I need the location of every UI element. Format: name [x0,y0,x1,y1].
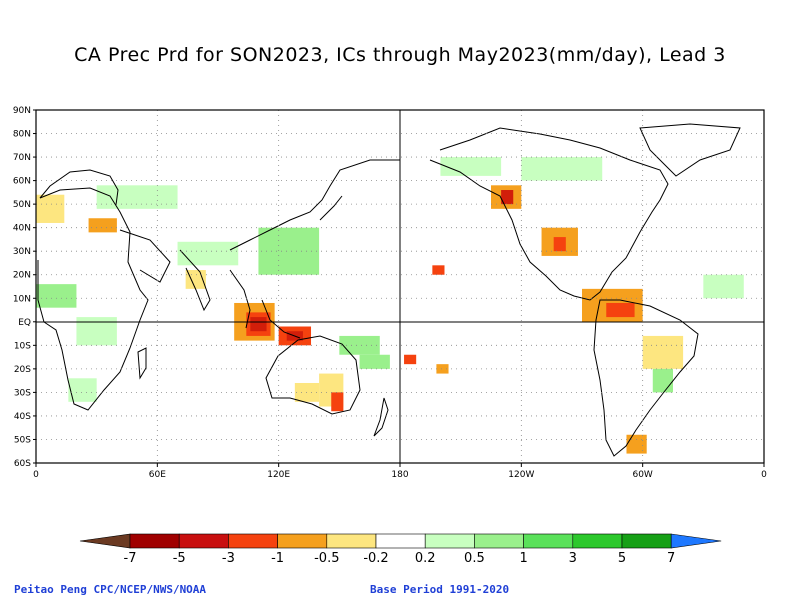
lat-tick-label: 20S [14,365,31,375]
lat-tick-label: 30S [14,388,31,398]
colorbar-label: 0.5 [464,551,485,566]
lat-tick-label: 50N [13,200,31,210]
lat-tick-label: 50S [14,435,31,445]
colorbar-label: 0.2 [415,551,436,566]
anomaly-patch [36,284,77,308]
latitude-labels: 90N 80N 70N 60N 50N 40N 30N 20N 10N EQ 10S 20S 30S 40… [13,106,36,469]
lat-tick-label: 10N [13,294,31,304]
colorbar-label: 7 [667,551,675,566]
colorbar: -7 -5 -3 -1 -0.5 -0.2 0.2 0.5 1 3 5 7 [79,533,722,566]
anomaly-patch [177,241,239,266]
lat-tick-label: 20N [13,271,31,281]
lon-tick-label: 0 [761,470,767,480]
colorbar-segment [621,533,672,549]
colorbar-label: 1 [519,551,527,566]
colorbar-left-arrow [79,533,131,549]
anomaly-patch [88,218,117,233]
colorbar-segment [228,533,278,549]
anomaly-patch [521,157,603,181]
lon-tick-label: 120W [508,470,534,480]
lat-tick-label: 60N [13,177,31,187]
colorbar-label: -3 [222,551,235,566]
anomaly-patch [339,335,380,355]
anomaly-patch [703,274,744,299]
colorbar-label: 3 [569,551,577,566]
anomaly-patch [404,354,417,365]
lon-tick-label: 60E [149,470,166,480]
lat-tick-label: 80N [13,130,31,140]
lat-tick-label: 30N [13,247,31,257]
colorbar-segment [326,533,377,549]
lon-tick-label: 120E [267,470,290,480]
colorbar-label: -0.2 [363,551,388,566]
anomaly-patch [359,354,390,369]
colorbar-right-arrow [670,533,722,549]
colorbar-segment [523,533,574,549]
colorbar-label: -0.5 [314,551,339,566]
lat-tick-label: 90N [13,106,31,116]
anomaly-patch [501,190,514,205]
anomaly-patch [626,434,647,454]
colorbar-label: -5 [173,551,186,566]
anomaly-patch [432,265,445,275]
colorbar-segment [129,533,180,549]
lat-tick-label: 40N [13,224,31,234]
lat-tick-label: 40S [14,412,31,422]
anomaly-patch [331,392,344,412]
lat-tick-label: EQ [18,318,31,328]
anomaly-patch [553,237,566,252]
anomaly-patch [258,227,320,275]
anomaly-patch [652,368,673,393]
colorbar-segment [178,533,229,549]
anomaly-patch [68,378,97,402]
lat-tick-label: 70N [13,153,31,163]
anomaly-patch [642,335,684,369]
lat-tick-label: 10S [14,341,31,351]
anomaly-patch [250,317,267,332]
colorbar-segment [424,533,475,549]
colorbar-segment [572,533,623,549]
lon-tick-label: 60W [632,470,652,480]
anomaly-patch [440,157,502,176]
colorbar-label: -7 [124,551,137,566]
longitude-labels: 0 60E 120E 180 120W 60W 0 [33,463,767,480]
chart-title: CA Prec Prd for SON2023, ICs through May… [74,44,726,66]
colorbar-label: 5 [618,551,626,566]
colorbar-label: -1 [271,551,284,566]
anomaly-patch [36,194,65,223]
anomaly-patch [606,302,635,318]
footer-base-period: Base Period 1991-2020 [370,583,510,596]
footer-credit: Peitao Peng CPC/NCEP/NWS/NOAA [14,583,207,596]
anomaly-patch [436,364,449,374]
colorbar-segment [474,533,524,549]
anomaly-patch [96,185,178,209]
lon-tick-label: 0 [33,470,39,480]
anomaly-patch [76,317,117,346]
colorbar-segment [277,533,328,549]
lon-tick-label: 180 [391,470,408,480]
lat-tick-label: 60S [14,459,31,469]
colorbar-segment [375,533,426,549]
